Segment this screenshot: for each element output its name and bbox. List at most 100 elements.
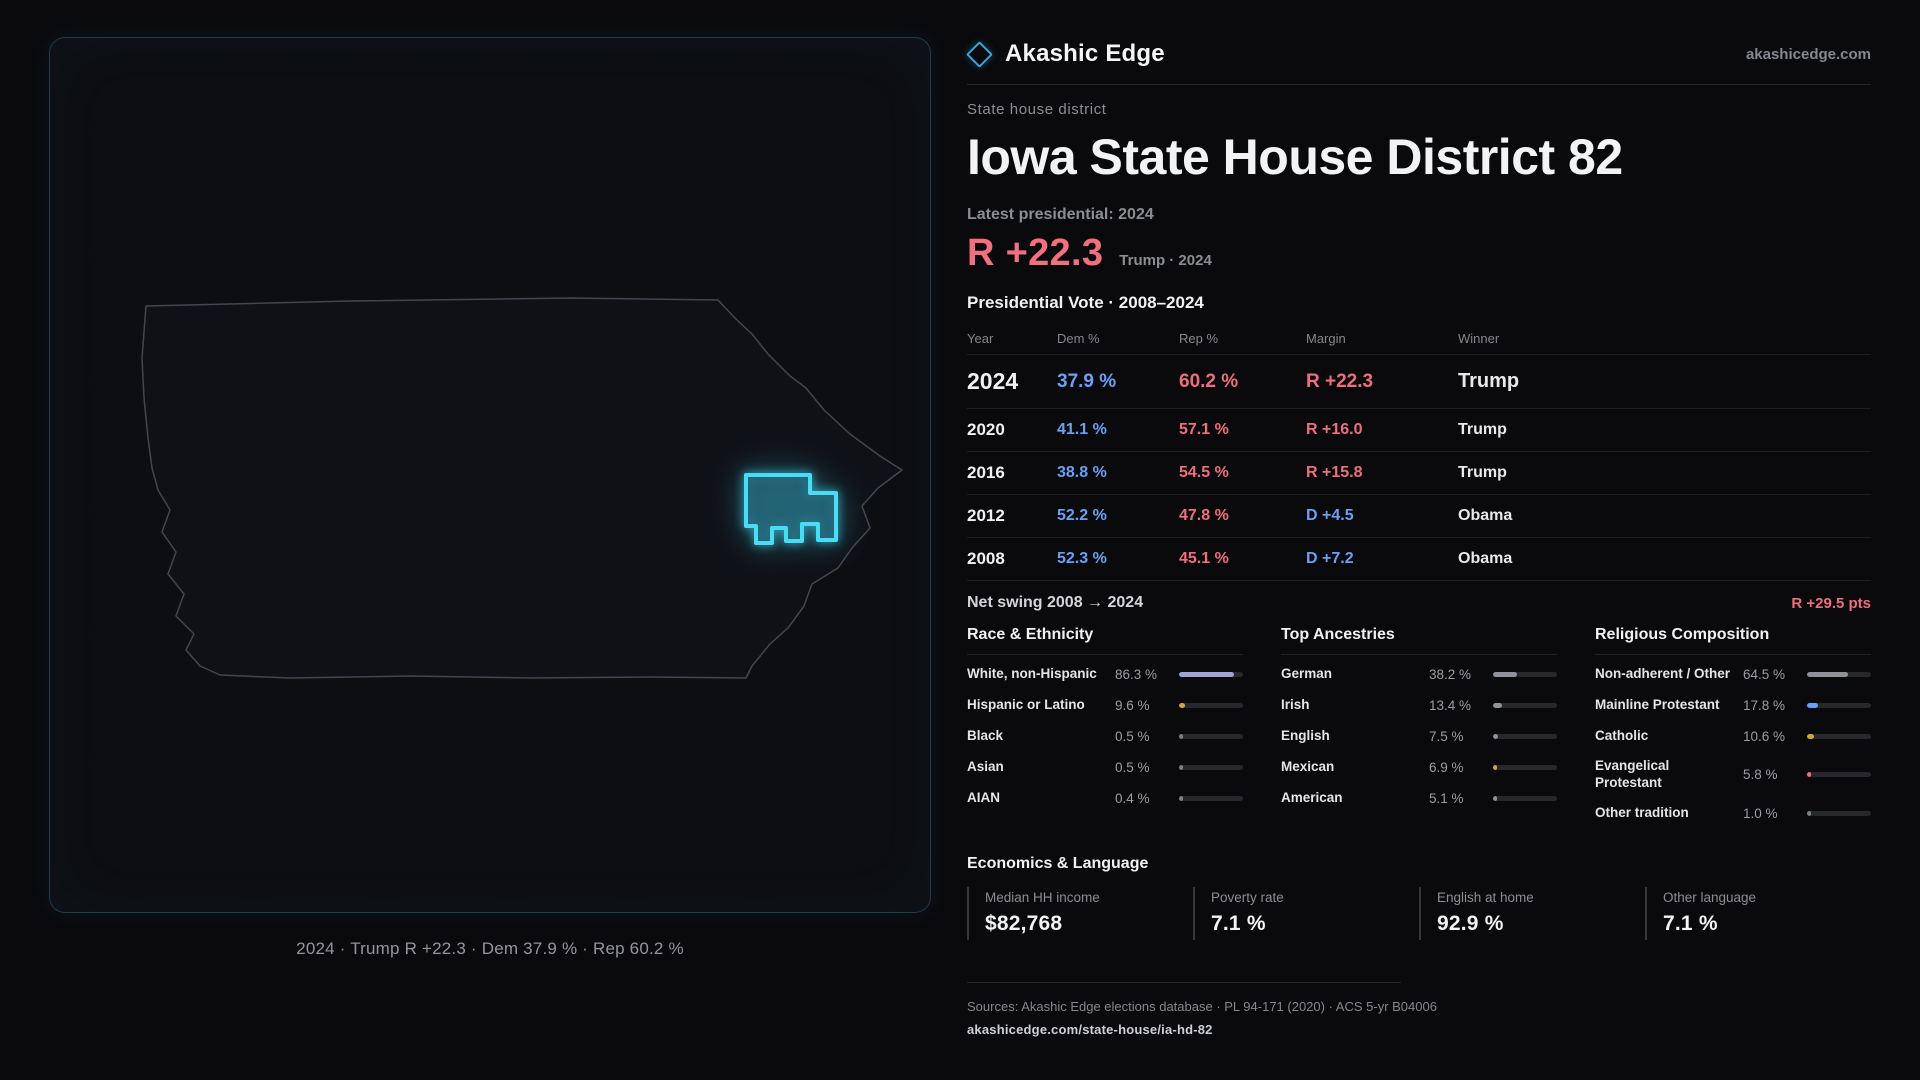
- demographic-row: AIAN 0.4 %: [967, 783, 1243, 814]
- header-divider: [967, 84, 1871, 85]
- site-link[interactable]: akashicedge.com: [1745, 45, 1871, 63]
- vote-rep-pct: 54.5 %: [1179, 464, 1229, 481]
- demographic-value: 17.8 %: [1743, 698, 1786, 713]
- vote-winner: Trump: [1458, 370, 1520, 392]
- net-swing-value: R +29.5 pts: [1791, 594, 1871, 612]
- demographic-label: Irish: [1281, 697, 1310, 713]
- iowa-state-outline: [141, 297, 903, 679]
- net-swing-row: Net swing 2008 → 2024 R +29.5 pts: [967, 581, 1871, 616]
- vote-rows: 2024 37.9 % 60.2 % R +22.3 Trump 2020 41…: [967, 355, 1871, 581]
- vote-year: 2016: [967, 463, 1005, 482]
- demographic-list: German 38.2 % Irish 13.4 % English 7.5 %…: [1281, 659, 1557, 814]
- vote-margin: R +16.0: [1306, 421, 1363, 438]
- district-map: [141, 297, 903, 679]
- demographic-section-title: Religious Composition: [1595, 626, 1871, 655]
- demographic-label: Asian: [967, 759, 1004, 775]
- demographic-label: Other tradition: [1595, 804, 1689, 820]
- vote-table-row: 2020 41.1 % 57.1 % R +16.0 Trump: [967, 409, 1871, 452]
- col-header-margin: Margin: [1306, 331, 1346, 346]
- stat-label: Other language: [1663, 889, 1757, 905]
- vote-table-header: Year Dem % Rep % Margin Winner: [967, 323, 1871, 355]
- demographic-bar-fill: [1179, 765, 1183, 770]
- demographic-bar-fill: [1807, 810, 1811, 816]
- demographic-section-title: Top Ancestries: [1281, 626, 1557, 655]
- demographic-bar-fill: [1493, 796, 1497, 801]
- brand-header: Akashic Edge akashicedge.com: [966, 37, 1871, 71]
- vote-margin: R +22.3: [1306, 370, 1374, 392]
- demographic-value: 64.5 %: [1743, 667, 1786, 682]
- demographic-bar: [1807, 703, 1871, 708]
- col-header-rep: Rep %: [1179, 331, 1219, 346]
- demographic-value: 1.0 %: [1743, 805, 1778, 821]
- brand-name: Akashic Edge: [1005, 40, 1165, 67]
- demographic-value: 13.4 %: [1429, 698, 1472, 713]
- stat-value: $82,768: [985, 911, 1063, 935]
- stat-label: Median HH income: [985, 889, 1100, 905]
- demographic-value: 10.6 %: [1743, 729, 1786, 744]
- demographic-list: Non-adherent / Other 64.5 % Mainline Pro…: [1595, 659, 1871, 829]
- demographic-value: 7.5 %: [1429, 729, 1464, 744]
- demographic-label: German: [1281, 666, 1333, 682]
- demographic-value: 86.3 %: [1115, 667, 1158, 682]
- vote-rep-pct: 57.1 %: [1179, 421, 1229, 438]
- demographic-label: American: [1281, 790, 1343, 806]
- demographic-row: Mexican 6.9 %: [1281, 752, 1557, 783]
- vote-margin: R +15.8: [1306, 464, 1363, 481]
- demographic-bar-fill: [1493, 672, 1518, 677]
- demographic-bar: [1493, 703, 1557, 708]
- demographic-row: Mainline Protestant 17.8 %: [1595, 690, 1871, 721]
- stat-value: 92.9 %: [1437, 911, 1504, 935]
- district-type-kicker: State house district: [967, 101, 1107, 118]
- stat-value: 7.1 %: [1663, 911, 1718, 935]
- demographic-label: Catholic: [1595, 728, 1649, 744]
- demographic-row: American 5.1 %: [1281, 783, 1557, 814]
- stat-label: English at home: [1437, 889, 1534, 905]
- footer-divider: [967, 981, 1401, 983]
- demographic-value: 5.1 %: [1429, 791, 1464, 806]
- demographic-bar-fill: [1179, 796, 1183, 801]
- latest-presidential-label: Latest presidential: 2024: [967, 206, 1154, 223]
- sources-line: Sources: Akashic Edge elections database…: [967, 998, 1437, 1014]
- demographic-value: 0.5 %: [1115, 729, 1150, 744]
- vote-year: 2008: [967, 549, 1005, 568]
- hero-margin-note: Trump · 2024: [1119, 252, 1212, 269]
- demographic-row: Black 0.5 %: [967, 721, 1243, 752]
- demographic-bar-fill: [1807, 772, 1811, 778]
- demographic-bar-fill: [1807, 703, 1819, 708]
- vote-year: 2024: [967, 368, 1019, 394]
- demographic-bar-fill: [1493, 765, 1498, 770]
- demographic-bar: [1493, 765, 1557, 770]
- map-card: [49, 37, 931, 913]
- hero-margin-row: R +22.3 Trump · 2024: [967, 232, 1871, 275]
- vote-table-row: 2016 38.8 % 54.5 % R +15.8 Trump: [967, 452, 1871, 495]
- demographic-list: White, non-Hispanic 86.3 % Hispanic or L…: [967, 659, 1243, 814]
- demographic-row: Asian 0.5 %: [967, 752, 1243, 783]
- stat-box: English at home 92.9 %: [1419, 886, 1645, 940]
- demographic-label: AIAN: [967, 790, 1000, 806]
- demographic-section: Religious Composition Non-adherent / Oth…: [1595, 626, 1871, 829]
- vote-year: 2020: [967, 420, 1005, 439]
- vote-margin: D +4.5: [1306, 507, 1354, 524]
- vote-winner: Obama: [1458, 507, 1513, 524]
- vote-dem-pct: 52.2 %: [1057, 507, 1107, 524]
- demographic-bar: [1493, 734, 1557, 739]
- stat-value: 7.1 %: [1211, 911, 1266, 935]
- demographics: Race & Ethnicity White, non-Hispanic 86.…: [967, 626, 1871, 829]
- col-header-winner: Winner: [1458, 331, 1500, 346]
- demographic-bar-fill: [1179, 734, 1183, 739]
- demographic-bar-fill: [1493, 703, 1502, 708]
- demographic-value: 5.8 %: [1743, 767, 1778, 783]
- demographic-label: Black: [967, 728, 1004, 744]
- demographic-value: 38.2 %: [1429, 667, 1472, 682]
- vote-winner: Trump: [1458, 464, 1507, 481]
- demographic-row: German 38.2 %: [1281, 659, 1557, 690]
- demographic-section-title: Race & Ethnicity: [967, 626, 1243, 655]
- brand-diamond-icon: [966, 40, 993, 68]
- demographic-bar: [1179, 672, 1243, 677]
- vote-table-row: 2024 37.9 % 60.2 % R +22.3 Trump: [967, 355, 1871, 409]
- highlighted-district-shape[interactable]: [744, 473, 838, 545]
- permalink[interactable]: akashicedge.com/state-house/ia-hd-82: [967, 1021, 1213, 1037]
- demographic-bar: [1179, 703, 1243, 708]
- demographic-bar-fill: [1179, 703, 1186, 708]
